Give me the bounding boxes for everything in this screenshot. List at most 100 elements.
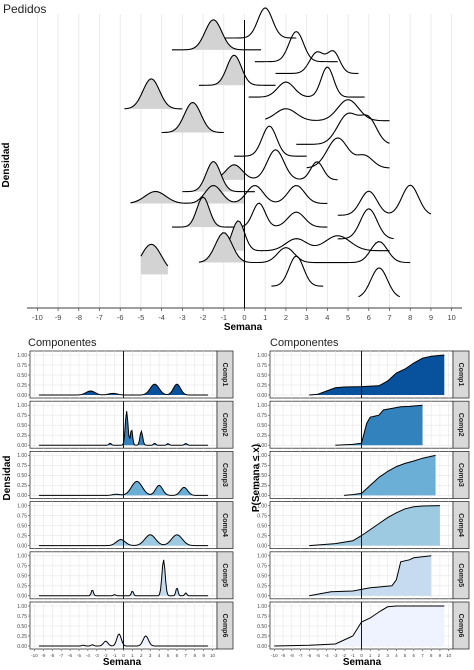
- facet-y-tick-label: 0.00: [17, 493, 27, 499]
- ridgeline-tick-label: -6: [117, 313, 124, 322]
- ridge-line: [337, 184, 432, 216]
- facet-strip-label: Comp4: [221, 513, 228, 537]
- x-tick-label: -7: [59, 653, 64, 658]
- series-area-comp2: [335, 405, 423, 446]
- facet-y-tick-label: 0.75: [257, 614, 267, 620]
- x-tick-label: -3: [333, 653, 338, 658]
- facet-y-tick-label: 0.50: [257, 523, 267, 529]
- x-tick-label: -2: [342, 653, 347, 658]
- facet-strip: [216, 450, 234, 499]
- ridge-fill: [124, 78, 183, 109]
- x-tick-label: -5: [316, 653, 321, 658]
- facet-y-tick-label: 1.00: [257, 453, 267, 459]
- series-area-comp1: [38, 384, 209, 395]
- series-area-comp3: [344, 455, 436, 496]
- facet-y-tick-label: 0.00: [17, 443, 27, 449]
- facet-comp6: 0.00 0.25 0.50 0.75 1.00 Comp6: [17, 601, 234, 650]
- x-tick-label: 3: [149, 653, 152, 658]
- x-tick-label: -8: [50, 653, 55, 658]
- ridge-line: [248, 66, 365, 98]
- ridgeline-tick-label: 3: [305, 313, 309, 322]
- ridgeline-tick-label: 4: [325, 313, 329, 322]
- cdf-title: Componentes: [270, 337, 339, 349]
- ridge-line: [306, 137, 390, 169]
- ridge-line: [337, 208, 394, 240]
- facet-comp5: 0.00 0.25 0.50 0.75 1.00 Comp5: [17, 551, 234, 600]
- ridge-fill: [161, 102, 224, 133]
- ridge-line: [198, 232, 411, 264]
- ridgeline-tick-label: 6: [367, 313, 371, 322]
- ridge-line: [234, 125, 307, 157]
- ridgeline-tick-label: 1: [263, 313, 267, 322]
- facet-y-tick-label: 0.25: [257, 533, 267, 539]
- x-tick-label: 0: [360, 653, 363, 658]
- series-line-comp2: [335, 404, 423, 446]
- ridge-line: [182, 161, 255, 193]
- facet-y-tick-label: 0.00: [17, 594, 27, 600]
- facet-strip-label: Comp5: [457, 563, 464, 587]
- ridgeline-tick-label: 5: [346, 313, 350, 322]
- facet-strip-label: Comp1: [457, 363, 464, 387]
- facet-y-tick-label: 0.75: [257, 413, 267, 419]
- density-x-ticks: -10 -9 -8 -7 -6 -5 -4 -3 -2 -1 0 1 2 3 4 5 6 7 8 9 10: [31, 649, 216, 658]
- facet-y-tick-label: 1.00: [17, 453, 27, 459]
- x-tick-label: -10: [271, 653, 278, 658]
- x-tick-label: -5: [77, 653, 82, 658]
- cdf-x-ticks: -10 -9 -8 -7 -6 -5 -4 -3 -2 -1 0 1 2 3 4 5 6 7 8 9 10: [271, 649, 452, 658]
- x-tick-label: -4: [325, 653, 330, 658]
- facet-y-tick-label: 0.25: [257, 584, 267, 590]
- facet-comp3: 0.00 0.25 0.50 0.75 1.00 Comp3: [17, 450, 234, 499]
- ridge-line: [254, 31, 338, 63]
- facet-y-tick-label: 0.00: [257, 594, 267, 600]
- x-tick-label: 1: [369, 653, 372, 658]
- ridge-line: [358, 267, 401, 298]
- series-line-comp4: [309, 505, 440, 547]
- facet-strip-label: Comp6: [221, 614, 228, 638]
- ridgeline-tick-label: -1: [220, 313, 227, 322]
- facet-y-tick-label: 0.25: [257, 433, 267, 439]
- x-tick-label: 7: [185, 653, 188, 658]
- facet-y-tick-label: 0.50: [17, 624, 27, 630]
- facet-y-tick-label: 0.75: [257, 463, 267, 469]
- facet-strip-label: Comp6: [457, 614, 464, 638]
- x-tick-label: -4: [86, 653, 91, 658]
- series-area-comp5: [309, 555, 432, 596]
- facet-y-tick-label: 0.75: [17, 564, 27, 570]
- facet-strip-label: Comp2: [221, 413, 228, 437]
- facet-y-tick-label: 1.00: [257, 353, 267, 359]
- series-area-comp5: [38, 559, 209, 596]
- ridgeline-tick-label: -8: [75, 313, 82, 322]
- x-tick-label: 4: [395, 653, 398, 658]
- x-tick-label: 5: [404, 653, 407, 658]
- ridge-fill: [213, 220, 245, 251]
- series-line-comp5: [309, 555, 432, 597]
- facet-comp1: 0.00 0.25 0.50 0.75 1.00 Comp1: [257, 350, 470, 399]
- ridgeline-tick-label: 10: [447, 313, 455, 322]
- facet-y-tick-label: 0.00: [257, 443, 267, 449]
- cdf-facets: 0.00 0.25 0.50 0.75 1.00 Comp1 0.00 0.25 0.50 0.7…: [257, 350, 470, 650]
- x-tick-label: 0: [122, 653, 125, 658]
- facet-comp6: 0.00 0.25 0.50 0.75 1.00 Comp6: [257, 601, 470, 650]
- ridgeline-tick-label: -3: [179, 313, 186, 322]
- ridgeline-tick-label: 0: [242, 313, 246, 322]
- density-panel: Componentes 0.000.250.500.751.00Comp10.0…: [2, 337, 234, 668]
- facet-y-tick-label: 0.00: [17, 543, 27, 549]
- facet-strip: [452, 501, 470, 550]
- facet-y-tick-label: 1.00: [17, 503, 27, 509]
- x-tick-label: 9: [202, 653, 205, 658]
- ridgeline-tick-label: -9: [55, 313, 62, 322]
- facet-strip: [216, 501, 234, 550]
- facet-strip-label: Comp4: [457, 513, 464, 537]
- facet-strip: [216, 400, 234, 449]
- facet-y-tick-label: 1.00: [17, 554, 27, 560]
- series-area-comp4: [309, 505, 440, 546]
- facet-y-tick-label: 0.25: [257, 383, 267, 389]
- ridge-line: [198, 54, 276, 86]
- x-tick-label: 1: [131, 653, 134, 658]
- ridge-fill: [172, 19, 245, 50]
- ridgeline-y-label: Densidad: [1, 142, 12, 187]
- ridgeline-tick-label: -4: [158, 313, 165, 322]
- ridge-line: [124, 78, 183, 110]
- facet-y-tick-label: 0.50: [257, 624, 267, 630]
